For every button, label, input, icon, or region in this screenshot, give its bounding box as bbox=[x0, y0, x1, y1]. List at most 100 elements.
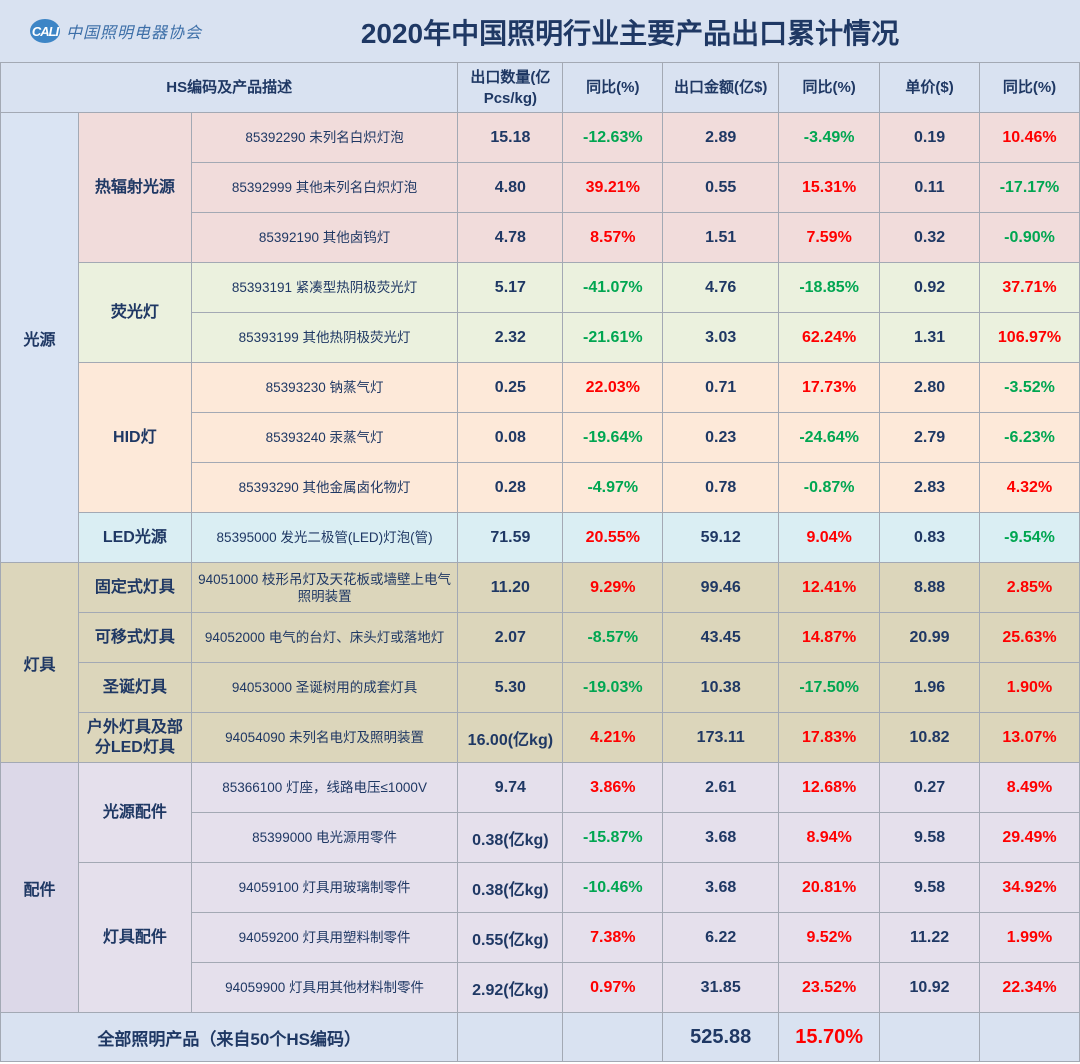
qty-cell: 0.55(亿kg) bbox=[457, 912, 564, 963]
table-row: 圣诞灯具 94053000 圣诞树用的成套灯具 5.30 -19.03% 10.38 -1… bbox=[0, 662, 1080, 713]
amount-yoy-cell: -24.64% bbox=[778, 412, 881, 463]
qty-cell: 0.38(亿kg) bbox=[457, 862, 564, 913]
amount-cell: 1.51 bbox=[662, 212, 780, 263]
product-desc: 94059100 灯具用玻璃制零件 bbox=[190, 862, 459, 913]
total-row: 全部照明产品（来自50个HS编码） 525.88 15.70% bbox=[0, 1012, 1080, 1062]
table-row: 光源 热辐射光源 85392290 未列名白炽灯泡 15.18 -12.63% 2.89-… bbox=[0, 112, 1080, 563]
amount-cell: 59.12 bbox=[662, 512, 780, 563]
table-row: 85393240 汞蒸气灯 0.08 -19.64% 0.23 -24.64% 2.79-… bbox=[0, 412, 1080, 463]
price-cell: 2.80 bbox=[879, 362, 980, 413]
price-yoy-cell: 13.07% bbox=[978, 712, 1080, 763]
qty-cell: 4.80 bbox=[457, 162, 564, 213]
qty-cell: 0.08 bbox=[457, 412, 564, 463]
qty-yoy-cell: 8.57% bbox=[562, 212, 664, 263]
amount-cell: 3.68 bbox=[662, 862, 780, 913]
group-label: LED光源 bbox=[77, 512, 192, 563]
qty-yoy-cell: -8.57% bbox=[562, 612, 664, 663]
logo: CALI 中国照明电器协会 bbox=[30, 17, 202, 45]
group-label: 户外灯具及部分LED灯具 bbox=[77, 712, 192, 763]
price-cell: 1.96 bbox=[879, 662, 980, 713]
amount-yoy-cell: 17.83% bbox=[778, 712, 881, 763]
qty-cell: 4.78 bbox=[457, 212, 564, 263]
price-yoy-cell: 29.49% bbox=[978, 812, 1080, 863]
qty-yoy-cell: -19.64% bbox=[562, 412, 664, 463]
category-label: 光源 bbox=[0, 112, 79, 563]
amount-cell: 3.03 bbox=[662, 312, 780, 363]
category-label: 配件 bbox=[0, 762, 79, 1013]
amount-yoy-cell: -18.85% bbox=[778, 262, 881, 313]
page-title: 2020年中国照明行业主要产品出口累计情况 bbox=[360, 18, 900, 49]
total-amount-yoy: 15.70% bbox=[778, 1012, 881, 1062]
header-qty: 出口数量(亿Pcs/kg) bbox=[457, 62, 564, 113]
amount-cell: 2.89 bbox=[662, 112, 780, 163]
product-desc: 85393230 钠蒸气灯 bbox=[190, 362, 459, 413]
amount-yoy-cell: 14.87% bbox=[778, 612, 881, 663]
price-yoy-cell: 22.34% bbox=[978, 962, 1080, 1013]
price-cell: 8.88 bbox=[879, 562, 980, 613]
qty-yoy-cell: 22.03% bbox=[562, 362, 664, 413]
amount-yoy-cell: 7.59% bbox=[778, 212, 881, 263]
qty-yoy-cell: 4.21% bbox=[562, 712, 664, 763]
group-label: 热辐射光源 bbox=[77, 112, 192, 263]
amount-cell: 2.61 bbox=[662, 762, 780, 813]
qty-cell: 2.32 bbox=[457, 312, 564, 363]
price-cell: 20.99 bbox=[879, 612, 980, 663]
qty-cell: 11.20 bbox=[457, 562, 564, 613]
qty-yoy-cell: 0.97% bbox=[562, 962, 664, 1013]
amount-cell: 0.71 bbox=[662, 362, 780, 413]
qty-yoy-cell: 3.86% bbox=[562, 762, 664, 813]
amount-cell: 0.55 bbox=[662, 162, 780, 213]
product-desc: 85393240 汞蒸气灯 bbox=[190, 412, 459, 463]
product-desc: 85393290 其他金属卤化物灯 bbox=[190, 462, 459, 513]
total-price bbox=[879, 1012, 980, 1062]
group-label: 可移式灯具 bbox=[77, 612, 192, 663]
header-price-yoy: 同比(%) bbox=[978, 62, 1080, 113]
header-amount: 出口金额(亿$) bbox=[662, 62, 780, 113]
qty-cell: 16.00(亿kg) bbox=[457, 712, 564, 763]
table-row: 配件 光源配件 85366100 灯座，线路电压≤1000V 9.74 3.86% 2.6… bbox=[0, 762, 1080, 1013]
amount-cell: 43.45 bbox=[662, 612, 780, 663]
table-row: 85392999 其他未列名白炽灯泡 4.80 39.21% 0.55 15.31% 0.… bbox=[0, 162, 1080, 213]
qty-cell: 5.30 bbox=[457, 662, 564, 713]
qty-yoy-cell: -10.46% bbox=[562, 862, 664, 913]
amount-yoy-cell: -0.87% bbox=[778, 462, 881, 513]
amount-cell: 0.23 bbox=[662, 412, 780, 463]
qty-cell: 71.59 bbox=[457, 512, 564, 563]
total-amount: 525.88 bbox=[662, 1012, 780, 1062]
table-row: HID灯 85393230 钠蒸气灯 0.25 22.03% 0.71 17.73% 2.8… bbox=[0, 362, 1080, 513]
price-yoy-cell: -9.54% bbox=[978, 512, 1080, 563]
product-desc: 94054090 未列名电灯及照明装置 bbox=[190, 712, 459, 763]
title-bar: CALI 中国照明电器协会 2020年中国照明行业主要产品出口累计情况 bbox=[0, 0, 1080, 63]
qty-yoy-cell: 7.38% bbox=[562, 912, 664, 963]
qty-cell: 9.74 bbox=[457, 762, 564, 813]
price-cell: 11.22 bbox=[879, 912, 980, 963]
qty-yoy-cell: -4.97% bbox=[562, 462, 664, 513]
logo-text: 中国照明电器协会 bbox=[66, 23, 203, 42]
price-cell: 9.58 bbox=[879, 862, 980, 913]
product-desc: 85392290 未列名白炽灯泡 bbox=[190, 112, 459, 163]
amount-yoy-cell: 20.81% bbox=[778, 862, 881, 913]
product-desc: 94059900 灯具用其他材料制零件 bbox=[190, 962, 459, 1013]
category-label: 灯具 bbox=[0, 562, 79, 763]
total-price-yoy bbox=[978, 1012, 1080, 1062]
qty-yoy-cell: -19.03% bbox=[562, 662, 664, 713]
price-cell: 0.27 bbox=[879, 762, 980, 813]
qty-cell: 15.18 bbox=[457, 112, 564, 163]
total-label: 全部照明产品（来自50个HS编码） bbox=[0, 1012, 459, 1062]
amount-cell: 31.85 bbox=[662, 962, 780, 1013]
qty-yoy-cell: -41.07% bbox=[562, 262, 664, 313]
amount-cell: 173.11 bbox=[662, 712, 780, 763]
qty-cell: 5.17 bbox=[457, 262, 564, 313]
product-desc: 94059200 灯具用塑料制零件 bbox=[190, 912, 459, 963]
price-yoy-cell: 1.90% bbox=[978, 662, 1080, 713]
export-table: HS编码及产品描述 出口数量(亿Pcs/kg) 同比(%) 出口金额(亿$) 同… bbox=[0, 62, 1080, 1062]
price-yoy-cell: 37.71% bbox=[978, 262, 1080, 313]
amount-yoy-cell: 62.24% bbox=[778, 312, 881, 363]
amount-yoy-cell: 12.41% bbox=[778, 562, 881, 613]
table-row: 灯具配件 94059100 灯具用玻璃制零件 0.38(亿kg) -10.46% 3.6… bbox=[0, 862, 1080, 1013]
price-yoy-cell: 1.99% bbox=[978, 912, 1080, 963]
amount-yoy-cell: 12.68% bbox=[778, 762, 881, 813]
total-qty-yoy bbox=[562, 1012, 664, 1062]
price-cell: 0.32 bbox=[879, 212, 980, 263]
